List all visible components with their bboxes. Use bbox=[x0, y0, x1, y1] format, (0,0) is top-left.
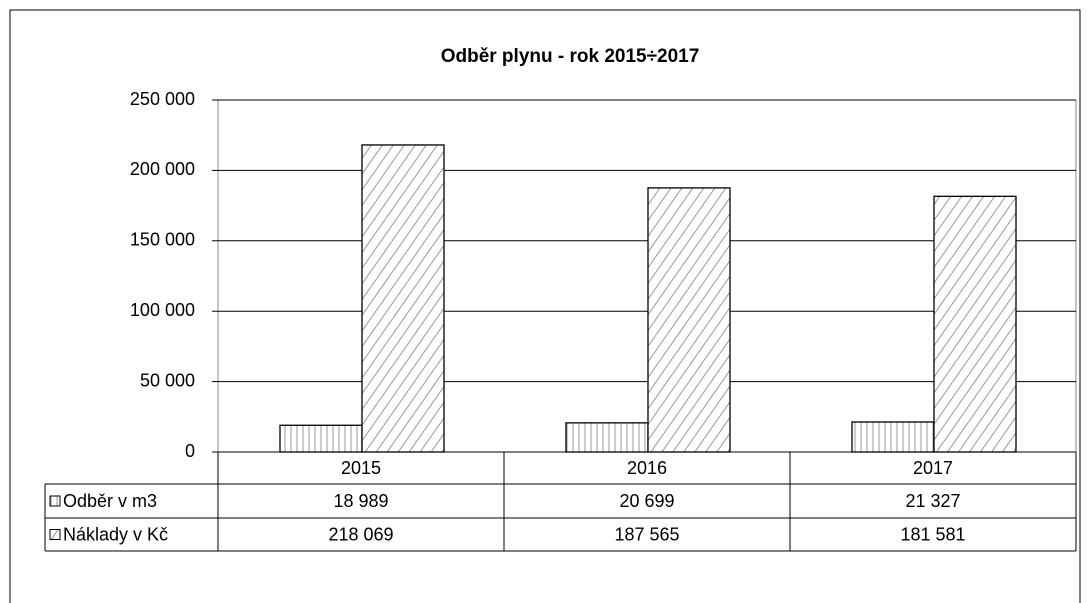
table-value: 181 581 bbox=[900, 524, 965, 544]
table-value: 218 069 bbox=[328, 524, 393, 544]
bar bbox=[279, 424, 363, 453]
legend-label: Náklady v Kč bbox=[63, 524, 168, 544]
table-value: 18 989 bbox=[333, 491, 388, 511]
y-tick-label: 0 bbox=[185, 441, 195, 461]
bar bbox=[647, 187, 731, 453]
y-tick-label: 150 000 bbox=[130, 230, 195, 250]
chart-title: Odběr plynu - rok 2015÷2017 bbox=[441, 46, 700, 67]
legend-label: Odběr v m3 bbox=[63, 491, 157, 511]
y-tick-label: 50 000 bbox=[140, 370, 195, 390]
table-value: 20 699 bbox=[619, 491, 674, 511]
x-tick-label: 2015 bbox=[341, 458, 381, 478]
y-tick-label: 100 000 bbox=[130, 300, 195, 320]
legend-key bbox=[49, 529, 61, 540]
bar bbox=[361, 144, 445, 453]
x-tick-label: 2017 bbox=[913, 458, 953, 478]
chart-border bbox=[9, 9, 1081, 603]
table-value: 21 327 bbox=[905, 491, 960, 511]
legend-key bbox=[49, 495, 61, 507]
table-value: 187 565 bbox=[614, 524, 679, 544]
y-tick-label: 200 000 bbox=[130, 159, 195, 179]
bar bbox=[933, 195, 1017, 453]
bar bbox=[851, 421, 935, 453]
y-tick-label: 250 000 bbox=[130, 89, 195, 109]
x-tick-label: 2016 bbox=[627, 458, 667, 478]
bar bbox=[565, 422, 649, 453]
